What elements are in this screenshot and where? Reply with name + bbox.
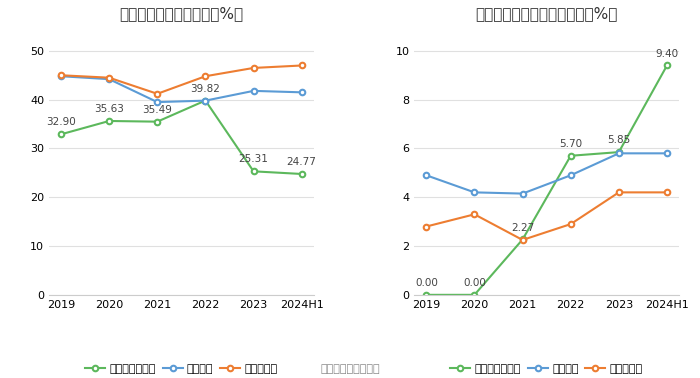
Text: 9.40: 9.40	[655, 48, 678, 59]
Text: 5.85: 5.85	[607, 135, 631, 145]
Title: 近年来有息资产负债率情况（%）: 近年来有息资产负债率情况（%）	[475, 6, 618, 21]
Text: 24.77: 24.77	[287, 157, 316, 167]
Text: 35.63: 35.63	[94, 104, 124, 114]
Text: 25.31: 25.31	[239, 154, 269, 164]
Text: 0.00: 0.00	[463, 278, 486, 288]
Text: 39.82: 39.82	[190, 84, 220, 94]
Text: 数据来源：恒生聚源: 数据来源：恒生聚源	[320, 364, 380, 374]
Title: 近年来资产负债率情况（%）: 近年来资产负债率情况（%）	[119, 6, 244, 21]
Text: 0.00: 0.00	[415, 278, 438, 288]
Text: 2.27: 2.27	[511, 223, 534, 232]
Legend: 公司资产负债率, 行业均值, 行业中位数: 公司资产负债率, 行业均值, 行业中位数	[80, 359, 282, 378]
Text: 5.70: 5.70	[559, 139, 582, 149]
Text: 32.90: 32.90	[46, 117, 76, 127]
Text: 35.49: 35.49	[142, 105, 172, 115]
Legend: 有息资产负债率, 行业均值, 行业中位数: 有息资产负债率, 行业均值, 行业中位数	[446, 359, 648, 378]
